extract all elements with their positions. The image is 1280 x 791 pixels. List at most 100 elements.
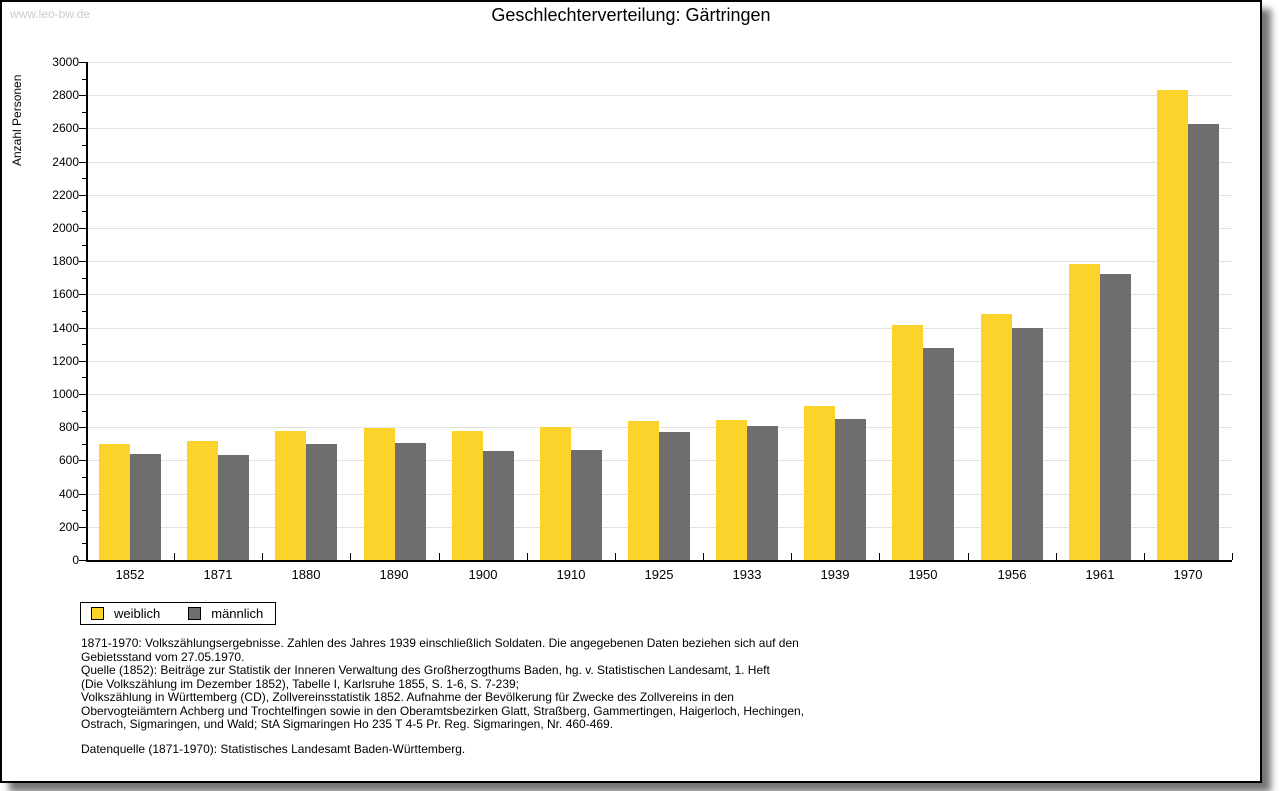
x-axis-label-1852: 1852: [115, 567, 145, 582]
bar-männlich-1939: [835, 419, 866, 560]
bar-weiblich-1852: [99, 444, 130, 560]
x-axis-label-1961: 1961: [1085, 567, 1115, 582]
x-tick-3: [350, 553, 351, 560]
x-tick-5: [527, 553, 528, 560]
y-tick-100: [82, 543, 86, 545]
y-tick-1300: [82, 344, 86, 346]
x-tick-7: [703, 553, 704, 560]
legend: weiblich männlich: [80, 602, 277, 625]
datasource-line: Datenquelle (1871-1970): Statistisches L…: [81, 742, 466, 756]
gridline-2200: [86, 194, 1232, 196]
bar-weiblich-1956: [981, 314, 1012, 560]
x-axis-label-1880: 1880: [291, 567, 321, 582]
y-tick-label-1000: 1000: [52, 387, 79, 401]
bar-männlich-1925: [659, 432, 690, 560]
y-tick-2400: [79, 161, 86, 163]
chart-page: www.leo-bw.de Geschlechterverteilung: Gä…: [0, 0, 1262, 783]
gridline-2600: [86, 128, 1232, 130]
bar-weiblich-1890: [364, 428, 395, 560]
y-tick-label-2200: 2200: [52, 187, 79, 202]
bar-weiblich-1939: [804, 406, 835, 560]
y-tick-label-2600: 2600: [52, 121, 79, 136]
gridline-2000: [86, 228, 1232, 229]
bar-weiblich-1880: [275, 431, 306, 560]
x-axis-label-1900: 1900: [468, 567, 498, 582]
gridline-1000: [86, 394, 1232, 395]
y-tick-300: [82, 510, 86, 512]
x-tick-10: [968, 553, 969, 560]
bar-weiblich-1961: [1069, 264, 1100, 560]
gridline-1200: [86, 360, 1232, 362]
bar-männlich-1852: [130, 454, 161, 560]
x-tick-6: [615, 553, 616, 560]
y-tick-label-1800: 1800: [52, 254, 79, 269]
y-tick-2200: [79, 194, 86, 196]
y-tick-1000: [79, 394, 86, 395]
x-tick-2: [262, 553, 263, 560]
y-tick-3000: [79, 62, 86, 63]
y-tick-label-0: 0: [72, 553, 79, 567]
y-tick-1400: [79, 327, 86, 329]
y-tick-2900: [82, 78, 86, 80]
gridline-1400: [86, 327, 1232, 329]
y-axis-line: [86, 62, 88, 562]
footnote-line-7: Ostrach, Sigmaringen, und Wald; StA Sigm…: [81, 717, 614, 731]
bar-weiblich-1970: [1157, 90, 1188, 560]
y-tick-2700: [82, 111, 86, 113]
x-axis-label-1910: 1910: [556, 567, 586, 582]
footnote-line-6: Obervogteiämtern Achberg und Trochtelfin…: [81, 703, 805, 718]
y-tick-label-2000: 2000: [52, 221, 79, 235]
bar-männlich-1890: [395, 443, 426, 560]
y-tick-500: [82, 477, 86, 478]
footnote-block: 1871-1970: Volkszählungsergebnisse. Zahl…: [81, 636, 805, 732]
x-axis-label-1939: 1939: [820, 567, 850, 582]
legend-label-weiblich: weiblich: [114, 606, 161, 621]
y-tick-1800: [79, 261, 86, 263]
y-tick-400: [79, 493, 86, 495]
bar-männlich-1956: [1012, 328, 1043, 560]
footnote-line-3: Quelle (1852): Beiträge zur Statistik de…: [81, 663, 770, 677]
x-axis-label-1950: 1950: [908, 567, 938, 582]
gridline-1800: [86, 261, 1232, 263]
x-axis-label-1890: 1890: [379, 567, 409, 582]
y-tick-label-1600: 1600: [52, 287, 79, 302]
x-axis-label-1933: 1933: [732, 567, 762, 582]
y-tick-600: [79, 460, 86, 462]
y-tick-label-2800: 2800: [52, 88, 79, 103]
footnote-line-5: Volkszählung in Württemberg (CD), Zollve…: [81, 690, 734, 704]
bar-männlich-1933: [747, 426, 778, 560]
y-tick-900: [82, 410, 86, 412]
x-tick-13: [1232, 553, 1233, 560]
legend-swatch-männlich: [188, 607, 202, 620]
y-tick-0: [79, 560, 86, 561]
bar-männlich-1871: [218, 455, 249, 560]
y-tick-1100: [82, 377, 86, 379]
y-tick-700: [82, 443, 86, 445]
x-axis-label-1956: 1956: [997, 567, 1027, 582]
y-axis-title: Anzahl Personen: [10, 74, 24, 166]
x-tick-12: [1144, 553, 1145, 560]
y-tick-2100: [82, 211, 86, 213]
bar-männlich-1970: [1188, 124, 1219, 560]
legend-swatch-weiblich: [91, 607, 104, 620]
legend-label-männlich: männlich: [211, 606, 264, 621]
y-tick-800: [79, 427, 86, 429]
bar-männlich-1961: [1100, 274, 1131, 560]
bar-männlich-1910: [571, 450, 602, 560]
x-tick-8: [791, 553, 792, 560]
bar-weiblich-1900: [452, 431, 483, 560]
y-tick-1700: [82, 277, 86, 279]
x-axis-label-1970: 1970: [1173, 567, 1203, 582]
x-tick-1: [174, 553, 175, 560]
y-tick-2500: [82, 145, 86, 146]
y-tick-1200: [79, 360, 86, 362]
page-title: Geschlechterverteilung: Gärtringen: [491, 5, 771, 25]
x-tick-11: [1056, 553, 1057, 560]
gridline-3000: [86, 62, 1232, 63]
legend-item-männlich: männlich: [188, 606, 263, 621]
footnote-line-2: Gebietsstand vom 27.05.1970.: [81, 649, 245, 664]
y-tick-2300: [82, 178, 86, 180]
bar-männlich-1900: [483, 451, 514, 560]
x-axis-label-1925: 1925: [644, 567, 674, 582]
